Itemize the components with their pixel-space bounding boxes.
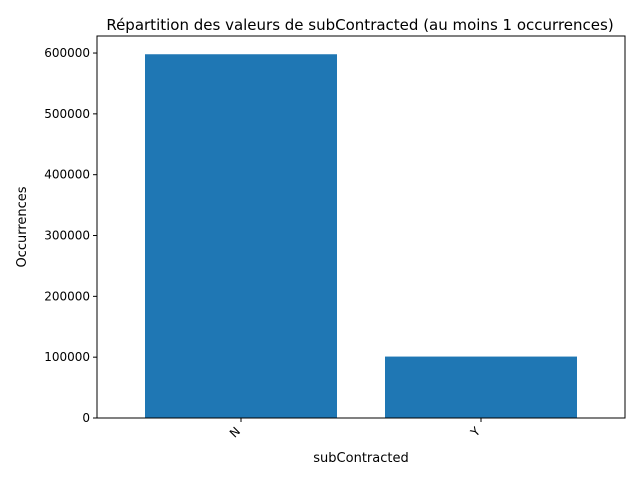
bars-group	[145, 54, 577, 418]
y-tick-label: 0	[82, 411, 90, 425]
y-tick-label: 200000	[44, 289, 90, 303]
x-axis-label: subContracted	[313, 451, 408, 466]
chart-title: Répartition des valeurs de subContracted…	[106, 16, 613, 34]
y-tick-label: 500000	[44, 107, 90, 121]
y-tick-label: 300000	[44, 229, 90, 243]
bar-Y	[385, 356, 577, 418]
plot-frame	[96, 35, 626, 419]
x-tick-label: Y	[467, 424, 483, 440]
x-tick-label: N	[227, 424, 243, 440]
y-tick-label: 600000	[44, 46, 90, 60]
y-axis-label: Occurrences	[15, 186, 30, 267]
y-axis: 0 100000 200000 300000 400000 500000 600000	[44, 46, 97, 425]
y-tick-label: 400000	[44, 168, 90, 182]
y-tick-label: 100000	[44, 350, 90, 364]
bar-N	[145, 54, 337, 418]
